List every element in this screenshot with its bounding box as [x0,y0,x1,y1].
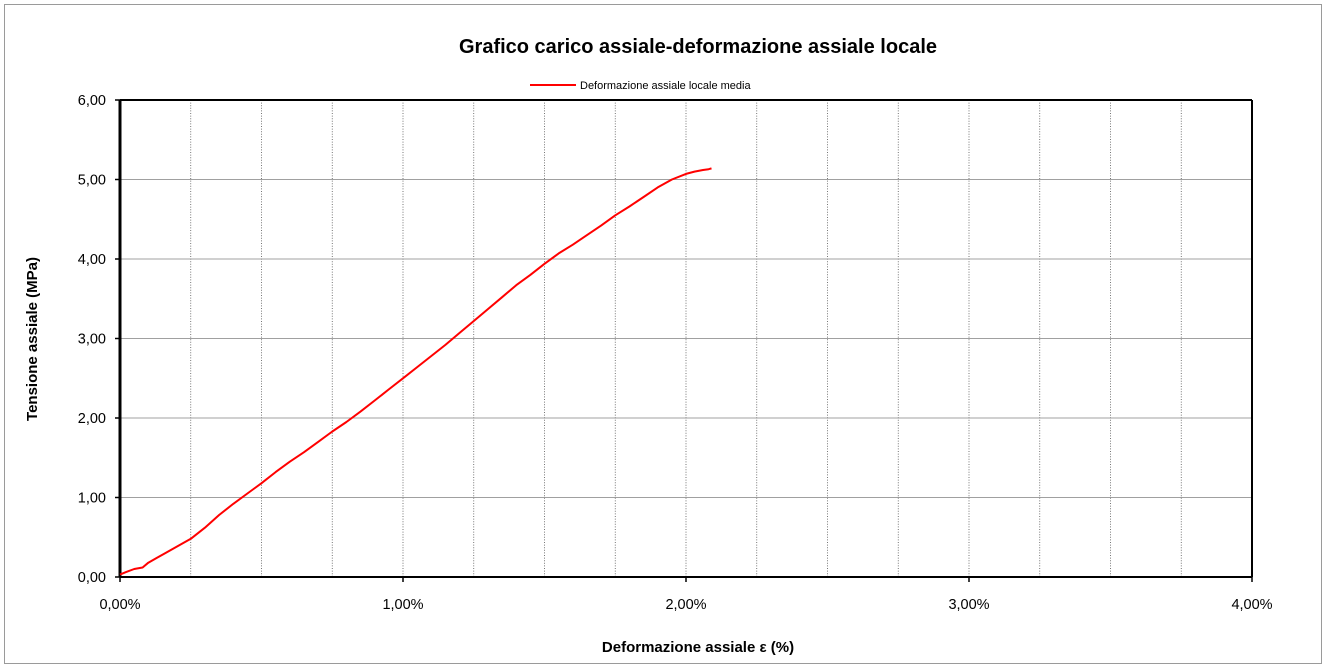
y-tick-label: 2,00 [78,411,106,427]
grid-layer [120,100,1252,577]
y-tick-label: 4,00 [78,252,106,268]
y-axis-label: Tensione assiale (MPa) [24,257,41,421]
legend-label: Deformazione assiale locale media [580,80,751,92]
y-tick-label: 1,00 [78,491,106,507]
chart-frame [4,4,1322,664]
x-tick-label: 1,00% [382,597,423,613]
series-line [119,167,712,576]
x-tick-label: 2,00% [665,597,706,613]
y-tick-label: 6,00 [78,93,106,109]
y-tick-label: 5,00 [78,173,106,189]
y-tick-label: 3,00 [78,332,106,348]
x-axis-label: Deformazione assiale ε (%) [602,639,794,656]
chart-title: Grafico carico assiale-deformazione assi… [459,36,937,58]
series-layer [119,167,712,576]
y-tick-label: 0,00 [78,570,106,586]
ticks-layer: 0,00 1,00 2,00 3,00 4,00 5,00 6,00 0,00% 1,00% 2,… [78,93,1273,613]
x-tick-label: 3,00% [948,597,989,613]
legend: Deformazione assiale locale media [530,80,751,92]
x-tick-label: 0,00% [99,597,140,613]
x-tick-label: 4,00% [1231,597,1272,613]
